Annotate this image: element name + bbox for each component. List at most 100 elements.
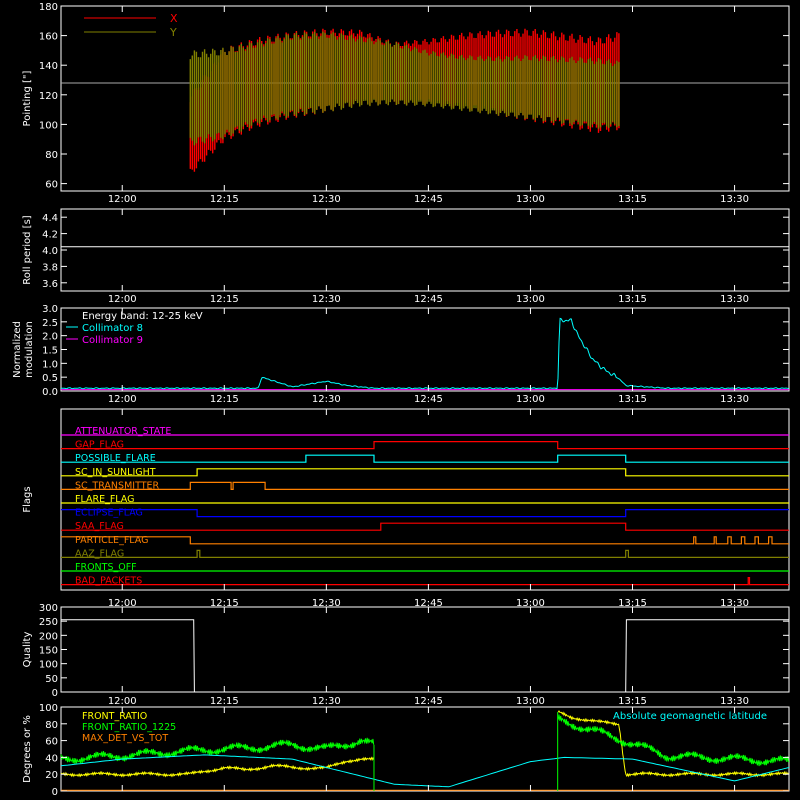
panel-2-xtick-label-4: 13:00 [516, 394, 545, 405]
flag-label-gap-flag: GAP_FLAG [75, 440, 124, 451]
panel-1-ytick-label-1: 3.8 [42, 262, 58, 273]
panel-4-xtick-label-0: 12:00 [108, 696, 137, 707]
flag-label-fronts-off: FRONTS_OFF [75, 562, 137, 573]
flag-label-attenuator-state: ATTENUATOR_STATE [75, 426, 171, 437]
panel-5-ylabel: Degrees or % [22, 715, 33, 783]
panel-5-ytick-label-5: 100 [39, 703, 58, 714]
panel-1-xtick-label-3: 12:45 [414, 294, 443, 305]
panel-3-xtick-label-2: 12:30 [312, 598, 341, 609]
flag-line-saa-flag [61, 522, 789, 531]
panel-2-ytick-label-3: 1.5 [42, 346, 58, 357]
panel-2-ylabel-line1: Normalized [12, 321, 23, 378]
flag-label-saa-flag: SAA_FLAG [75, 521, 124, 532]
panel-3-xtick-label-0: 12:00 [108, 598, 137, 609]
panel-0-xtick-label-6: 13:30 [720, 194, 749, 205]
panel-4-ytick-label-1: 50 [45, 674, 58, 685]
modulation-legend-label-2: Collimator 9 [82, 335, 143, 346]
panel-1-xtick-label-6: 13:30 [720, 294, 749, 305]
panel-2-ytick-label-4: 2.0 [42, 332, 58, 343]
panel-4-ylabel: Quality [22, 632, 33, 668]
panel-1-ylabel: Roll period [s] [22, 215, 33, 284]
panel-1-xtick-label-0: 12:00 [108, 294, 137, 305]
flag-line-possible-flare [61, 454, 789, 463]
panel-0-ytick-label-6: 180 [39, 2, 58, 13]
panel-0-xtick-label-4: 13:00 [516, 194, 545, 205]
panel-0-ytick-label-2: 100 [39, 120, 58, 131]
geomagnetic-latitude-label: Absolute geomagnetic latitude [613, 711, 767, 722]
panel-4-ytick-label-0: 0 [52, 688, 58, 699]
panel-4-xtick-label-6: 13:30 [720, 696, 749, 707]
flag-label-sc-in-sunlight: SC_IN_SUNLIGHT [75, 467, 156, 478]
panel-0-xtick-label-0: 12:00 [108, 194, 137, 205]
panel-0-ytick-label-4: 140 [39, 61, 58, 72]
panel-4-xtick-label-4: 13:00 [516, 696, 545, 707]
flag-line-sc-in-sunlight [61, 468, 789, 477]
series-absolute-geomagnetic-latitude [60, 754, 790, 788]
panel-1-ytick-label-4: 4.4 [42, 213, 58, 224]
series-front-ratio-1225 [60, 714, 789, 767]
panel-2-ytick-label-2: 1.0 [42, 359, 58, 370]
panel-1-ytick-label-2: 4.0 [42, 246, 58, 257]
panel-1-ytick-label-0: 3.6 [42, 279, 58, 290]
panel-3-xtick-label-1: 12:15 [210, 598, 239, 609]
panel-0-ytick-label-0: 60 [45, 180, 58, 191]
panel-4-xtick-label-5: 13:15 [618, 696, 647, 707]
panel-2-xtick-label-2: 12:30 [312, 394, 341, 405]
ratio-legend-label-1: FRONT_RATIO_1225 [82, 722, 176, 733]
panel-3-frame [60, 408, 790, 591]
panel-4-ytick-label-3: 150 [39, 646, 58, 657]
flag-line-particle-flag [61, 536, 789, 545]
panel-4-xtick-label-3: 12:45 [414, 696, 443, 707]
panel-0-ytick-label-3: 120 [39, 91, 58, 102]
panel-3-xtick-label-5: 13:15 [618, 598, 647, 609]
panel-5-ytick-label-1: 20 [45, 770, 58, 781]
modulation-legend-label-1: Collimator 8 [82, 323, 143, 334]
flag-line-bad-packets [61, 577, 789, 586]
panel-3-xtick-label-3: 12:45 [414, 598, 443, 609]
panel-0-ylabel: Pointing ["] [22, 70, 33, 126]
panel-0-frame [60, 5, 790, 192]
panel-4-ytick-label-5: 250 [39, 617, 58, 628]
series-front-ratio [60, 710, 789, 778]
panel-4-xtick-label-2: 12:30 [312, 696, 341, 707]
panel-5-ytick-label-4: 80 [45, 720, 58, 731]
panel-4-ytick-label-6: 300 [39, 603, 58, 614]
quality-line [61, 619, 789, 693]
panel-1-xtick-label-1: 12:15 [210, 294, 239, 305]
panel-0-ytick-label-5: 160 [39, 32, 58, 43]
flag-label-possible-flare: POSSIBLE_FLARE [75, 453, 156, 464]
panel-2-ylabel-line2: modulation [24, 321, 35, 378]
panel-0-xtick-label-2: 12:30 [312, 194, 341, 205]
legend-label-X: X [170, 12, 178, 25]
flag-label-flare-flag: FLARE_FLAG [75, 494, 135, 505]
flag-line-aaz-flag [61, 549, 789, 558]
panel-2-ytick-label-6: 3.0 [42, 304, 58, 315]
flag-line-sc-transmitter [61, 481, 789, 490]
panel-5-ytick-label-0: 0 [52, 787, 58, 798]
panel-2-xtick-label-6: 13:30 [720, 394, 749, 405]
legend-label-Y: Y [169, 26, 177, 39]
flag-label-eclipse-flag: ECLIPSE_FLAG [75, 508, 143, 519]
panel-2-ytick-label-0: 0.0 [42, 387, 58, 398]
flag-line-eclipse-flag [61, 509, 789, 518]
panel-2-ytick-label-5: 2.5 [42, 318, 58, 329]
panel-2-xtick-label-0: 12:00 [108, 394, 137, 405]
flag-label-particle-flag: PARTICLE_FLAG [75, 535, 148, 546]
panel-4-ytick-label-2: 100 [39, 660, 58, 671]
series-collimator-8 [60, 317, 789, 390]
flag-label-bad-packets: BAD_PACKETS [75, 576, 142, 587]
panel-2-ytick-label-1: 0.5 [42, 373, 58, 384]
panel-3-xtick-label-4: 13:00 [516, 598, 545, 609]
flag-label-sc-transmitter: SC_TRANSMITTER [75, 480, 160, 491]
modulation-legend-label-0: Energy band: 12-25 keV [82, 311, 203, 322]
flag-label-aaz-flag: AAZ_FLAG [75, 548, 124, 559]
panel-2-xtick-label-5: 13:15 [618, 394, 647, 405]
series-Y-envelope [189, 31, 620, 146]
panel-5-frame [60, 706, 790, 792]
panel-1-ytick-label-3: 4.2 [42, 230, 58, 241]
panel-5-ytick-label-2: 40 [45, 753, 58, 764]
panel-1-xtick-label-4: 13:00 [516, 294, 545, 305]
panel-4-ytick-label-4: 200 [39, 631, 58, 642]
